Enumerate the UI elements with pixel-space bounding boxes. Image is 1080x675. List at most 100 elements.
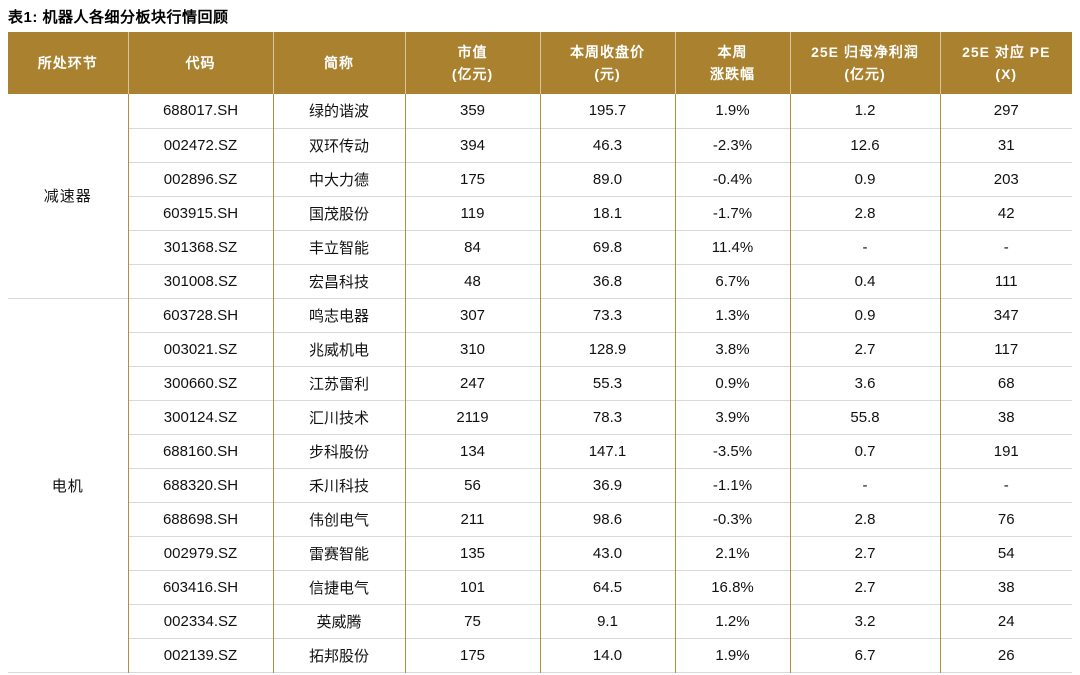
marketcap-cell: 359 xyxy=(404,94,540,128)
name-cell: 兆威机电 xyxy=(272,331,405,366)
profit-cell: 0.7 xyxy=(789,433,940,468)
name-cell: 伟创电气 xyxy=(272,501,405,536)
profit-cell: 3.6 xyxy=(789,365,940,400)
code-cell: 603416.SH xyxy=(127,569,273,604)
table-row: 603915.SH 国茂股份 119 18.1 -1.7% 2.8 42 xyxy=(8,195,1072,230)
close-cell: 64.5 xyxy=(539,569,675,604)
profit-cell: 2.8 xyxy=(789,195,940,230)
close-cell: 195.7 xyxy=(539,94,675,128)
change-cell: 1.9% xyxy=(674,94,790,128)
marketcap-cell: 84 xyxy=(404,229,540,264)
table-row: 300124.SZ 汇川技术 2119 78.3 3.9% 55.8 38 xyxy=(8,399,1072,434)
pe-cell: 54 xyxy=(939,535,1072,570)
close-cell: 18.1 xyxy=(539,195,675,230)
name-cell: 国茂股份 xyxy=(272,195,405,230)
close-cell: 98.6 xyxy=(539,501,675,536)
marketcap-cell: 134 xyxy=(404,433,540,468)
close-cell: 43.0 xyxy=(539,535,675,570)
pe-cell: 38 xyxy=(939,399,1072,434)
code-cell: 603915.SH xyxy=(127,195,273,230)
change-cell: -2.3% xyxy=(674,127,790,162)
name-cell: 双环传动 xyxy=(272,127,405,162)
marketcap-cell: 175 xyxy=(404,161,540,196)
table-row: 002896.SZ 中大力德 175 89.0 -0.4% 0.9 203 xyxy=(8,161,1072,196)
profit-cell: 1.2 xyxy=(789,94,940,128)
code-cell: 003021.SZ xyxy=(127,331,273,366)
change-cell: 6.7% xyxy=(674,263,790,298)
pe-cell: 38 xyxy=(939,569,1072,604)
table-row: 603416.SH 信捷电气 101 64.5 16.8% 2.7 38 xyxy=(8,569,1072,604)
code-cell: 002979.SZ xyxy=(127,535,273,570)
code-cell: 688698.SH xyxy=(127,501,273,536)
code-cell: 301008.SZ xyxy=(127,263,273,298)
change-cell: 1.9% xyxy=(674,637,790,672)
code-cell: 300124.SZ xyxy=(127,399,273,434)
pe-cell: 26 xyxy=(939,637,1072,672)
change-cell: 1.3% xyxy=(674,297,790,332)
table-header: 所处环节 代码 简称 市值 (亿元) 本周收盘价 (元) 本周 涨跌幅 25E 归母净利润 (亿元)… xyxy=(8,32,1072,94)
robot-sector-table: 所处环节 代码 简称 市值 (亿元) 本周收盘价 (元) 本周 涨跌幅 25E 归母净利润 (亿元)… xyxy=(8,32,1072,673)
table-row: 002979.SZ 雷赛智能 135 43.0 2.1% 2.7 54 xyxy=(8,535,1072,570)
code-cell: 002334.SZ xyxy=(127,603,273,638)
change-cell: -0.3% xyxy=(674,501,790,536)
name-cell: 中大力德 xyxy=(272,161,405,196)
profit-cell: 0.4 xyxy=(789,263,940,298)
change-cell: 3.8% xyxy=(674,331,790,366)
change-cell: 2.1% xyxy=(674,535,790,570)
change-cell: 0.9% xyxy=(674,365,790,400)
profit-cell: 12.6 xyxy=(789,127,940,162)
marketcap-cell: 119 xyxy=(404,195,540,230)
profit-cell: - xyxy=(789,467,940,502)
profit-cell: 0.9 xyxy=(789,161,940,196)
profit-cell: - xyxy=(789,229,940,264)
close-cell: 147.1 xyxy=(539,433,675,468)
close-cell: 46.3 xyxy=(539,127,675,162)
marketcap-cell: 101 xyxy=(404,569,540,604)
profit-cell: 2.7 xyxy=(789,535,940,570)
change-cell: -1.7% xyxy=(674,195,790,230)
pe-cell: 191 xyxy=(939,433,1072,468)
pe-cell: 76 xyxy=(939,501,1072,536)
close-cell: 9.1 xyxy=(539,603,675,638)
code-cell: 688320.SH xyxy=(127,467,273,502)
name-cell: 绿的谐波 xyxy=(272,94,405,128)
name-cell: 宏昌科技 xyxy=(272,263,405,298)
code-cell: 002472.SZ xyxy=(127,127,273,162)
marketcap-cell: 56 xyxy=(404,467,540,502)
code-cell: 688160.SH xyxy=(127,433,273,468)
profit-cell: 2.8 xyxy=(789,501,940,536)
profit-cell: 2.7 xyxy=(789,569,940,604)
marketcap-cell: 75 xyxy=(404,603,540,638)
profit-cell: 55.8 xyxy=(789,399,940,434)
marketcap-cell: 135 xyxy=(404,535,540,570)
pe-cell: 297 xyxy=(939,94,1072,128)
pe-cell: - xyxy=(939,467,1072,502)
column-header-close: 本周收盘价 (元) xyxy=(539,32,675,94)
name-cell: 汇川技术 xyxy=(272,399,405,434)
close-cell: 36.9 xyxy=(539,467,675,502)
name-cell: 信捷电气 xyxy=(272,569,405,604)
pe-cell: 31 xyxy=(939,127,1072,162)
table-row: 电机 603728.SH 鸣志电器 307 73.3 1.3% 0.9 347 xyxy=(8,297,1072,672)
code-cell: 603728.SH xyxy=(127,297,273,332)
close-cell: 128.9 xyxy=(539,331,675,366)
profit-cell: 0.9 xyxy=(789,297,940,332)
name-cell: 江苏雷利 xyxy=(272,365,405,400)
change-cell: 3.9% xyxy=(674,399,790,434)
close-cell: 55.3 xyxy=(539,365,675,400)
pe-cell: 203 xyxy=(939,161,1072,196)
change-cell: -0.4% xyxy=(674,161,790,196)
code-cell: 300660.SZ xyxy=(127,365,273,400)
table-row: 301008.SZ 宏昌科技 48 36.8 6.7% 0.4 111 xyxy=(8,263,1072,298)
change-cell: -3.5% xyxy=(674,433,790,468)
close-cell: 78.3 xyxy=(539,399,675,434)
column-header-pe25e: 25E 对应 PE (X) xyxy=(939,32,1072,94)
column-header-shortname: 简称 xyxy=(272,32,405,94)
pe-cell: 117 xyxy=(939,331,1072,366)
profit-cell: 2.7 xyxy=(789,331,940,366)
marketcap-cell: 48 xyxy=(404,263,540,298)
column-header-profit25e: 25E 归母净利润 (亿元) xyxy=(789,32,940,94)
column-header-marketcap: 市值 (亿元) xyxy=(404,32,540,94)
name-cell: 丰立智能 xyxy=(272,229,405,264)
marketcap-cell: 247 xyxy=(404,365,540,400)
